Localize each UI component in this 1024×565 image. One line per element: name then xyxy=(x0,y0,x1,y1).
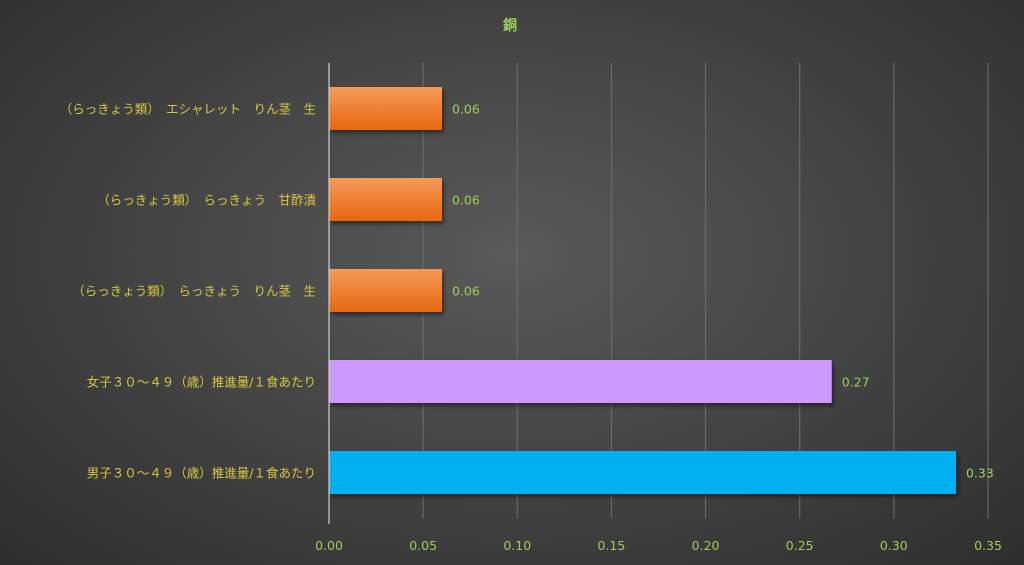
data-label: 0.06 xyxy=(452,102,480,117)
x-tick-label: 0.25 xyxy=(786,538,814,553)
chart-title: 銅 xyxy=(503,17,517,34)
x-tick-label: 0.05 xyxy=(409,538,437,553)
x-axis-ticks: 0.00 0.05 0.10 0.15 0.20 0.25 0.30 0.35 xyxy=(315,538,1002,553)
bar xyxy=(329,360,832,403)
category-label: （らっきょう類） らっきょう 甘酢漬 xyxy=(97,193,316,208)
data-label: 0.06 xyxy=(452,284,480,299)
category-label: 男子３０～４９（歳）推進量/１食あたり xyxy=(87,466,316,481)
category-label: （らっきょう類） らっきょう りん茎 生 xyxy=(72,284,316,299)
x-tick-label: 0.15 xyxy=(598,538,626,553)
bar xyxy=(329,451,956,494)
bar xyxy=(329,178,442,221)
category-labels: （らっきょう類） エシャレット りん茎 生 （らっきょう類） らっきょう 甘酢漬 （… xyxy=(60,102,317,481)
category-label: 女子３０～４９（歳）推進量/１食あたり xyxy=(87,375,316,390)
bar xyxy=(329,269,442,312)
x-tick-label: 0.00 xyxy=(315,538,343,553)
gridlines xyxy=(422,63,989,518)
category-label: （らっきょう類） エシャレット りん茎 生 xyxy=(60,102,316,117)
x-tick-label: 0.10 xyxy=(503,538,531,553)
data-label: 0.06 xyxy=(452,193,480,208)
bar xyxy=(329,87,442,130)
x-tick-label: 0.35 xyxy=(974,538,1002,553)
bars: 0.06 0.06 0.06 0.27 0.33 xyxy=(329,87,994,494)
data-label: 0.33 xyxy=(966,466,994,481)
x-tick-label: 0.20 xyxy=(692,538,720,553)
data-label: 0.27 xyxy=(842,375,870,390)
x-tick-label: 0.30 xyxy=(880,538,908,553)
